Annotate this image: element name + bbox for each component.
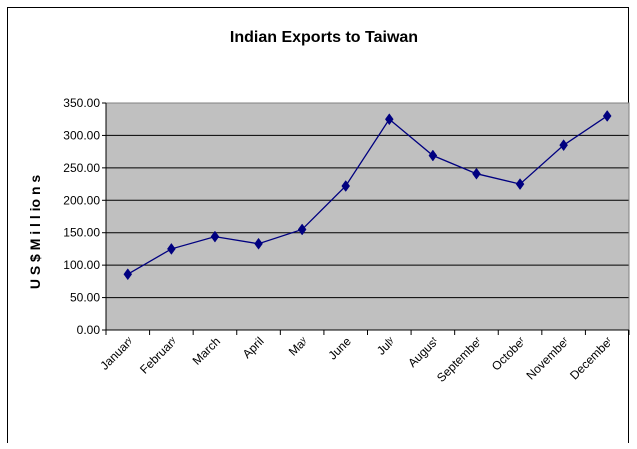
data-point-march — [210, 230, 220, 243]
x-tick-label-september: Septembeʳ — [434, 334, 485, 385]
x-tick-label-april: April — [240, 334, 267, 361]
x-tick-label-july: Julʸ — [374, 334, 398, 358]
data-point-july — [384, 113, 394, 126]
x-tick-label-december: Decembeʳ — [567, 334, 615, 382]
y-tick-label-0: 0.00 — [77, 323, 101, 337]
y-tick-label-4: 200.00 — [63, 193, 100, 207]
y-tick-label-7: 350.00 — [63, 96, 100, 110]
data-point-october — [515, 178, 525, 190]
y-tick-label-6: 300.00 — [63, 128, 100, 142]
y-tick-label-1: 50.00 — [70, 291, 100, 305]
x-tick-label-february: Februarʸ — [137, 334, 179, 376]
data-point-december — [602, 110, 612, 122]
y-tick-label-5: 250.00 — [63, 161, 100, 175]
x-tick-label-november: Novembeʳ — [523, 334, 571, 382]
data-point-may — [297, 223, 307, 236]
x-tick-label-october: Octobeʳ — [489, 334, 528, 373]
series-line-0 — [127, 115, 608, 275]
data-point-january — [123, 268, 133, 281]
x-tick-label-june: June — [326, 334, 355, 363]
data-point-september — [472, 167, 481, 180]
data-point-august — [428, 149, 438, 162]
data-point-february — [167, 243, 176, 255]
plot-background — [106, 103, 629, 330]
x-tick-label-may: Maʸ — [286, 334, 311, 359]
data-point-june — [341, 180, 351, 192]
y-tick-label-3: 150.00 — [63, 226, 100, 240]
x-tick-label-january: Januarʸ — [97, 334, 136, 373]
chart-title: Indian Exports to Taiwan — [230, 29, 418, 46]
y-axis-label: U S $ M i l l io n s — [27, 175, 43, 290]
y-tick-label-2: 100.00 — [63, 258, 100, 272]
data-point-april — [254, 237, 263, 250]
x-tick-label-august: Augusᵗ — [405, 334, 441, 370]
x-tick-label-march: March — [190, 334, 223, 367]
data-point-november — [559, 139, 568, 152]
plot-area: 0.00 50.00 100.00 150.00 200.00 250.00 300.00 3… — [63, 96, 630, 385]
